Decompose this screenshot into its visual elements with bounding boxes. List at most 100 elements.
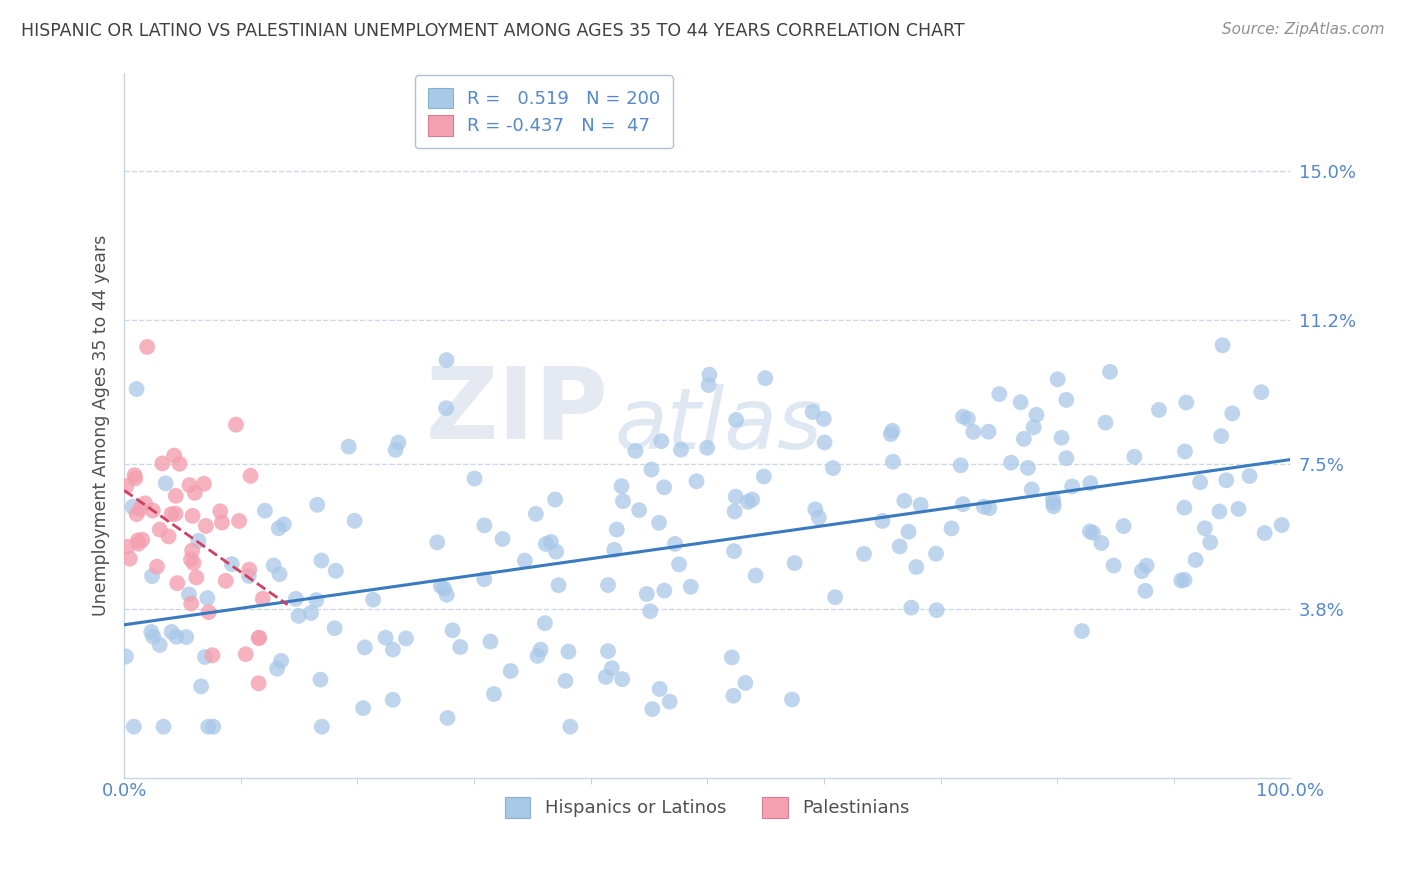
Point [187, 533, 209, 548]
Point [669, 442, 692, 457]
Point [1254, 526, 1277, 541]
Point [1220, 406, 1243, 420]
Point [499, 664, 522, 678]
Point [596, 578, 619, 592]
Point [652, 480, 675, 494]
Point [238, 563, 260, 577]
Point [1194, 521, 1216, 535]
Point [752, 469, 775, 483]
Point [941, 521, 963, 535]
Point [699, 368, 721, 382]
Point [267, 521, 290, 535]
Point [169, 457, 191, 471]
Point [889, 540, 911, 554]
Point [201, 648, 224, 663]
Point [988, 387, 1011, 401]
Point [381, 693, 404, 707]
Point [1174, 444, 1197, 458]
Point [1021, 483, 1043, 497]
Point [177, 587, 200, 601]
Point [1173, 500, 1195, 515]
Point [125, 382, 148, 396]
Point [1123, 450, 1146, 464]
Point [184, 485, 207, 500]
Point [783, 556, 806, 570]
Point [142, 630, 165, 644]
Point [1175, 395, 1198, 409]
Point [668, 558, 690, 572]
Point [595, 670, 617, 684]
Point [534, 537, 557, 551]
Point [221, 557, 243, 571]
Point [247, 676, 270, 690]
Point [430, 579, 453, 593]
Point [307, 498, 329, 512]
Point [540, 535, 562, 549]
Point [353, 640, 375, 655]
Point [253, 504, 276, 518]
Point [152, 720, 174, 734]
Point [266, 662, 288, 676]
Point [374, 631, 396, 645]
Point [813, 435, 835, 450]
Point [952, 409, 974, 424]
Point [910, 498, 932, 512]
Point [801, 405, 824, 419]
Point [263, 558, 285, 573]
Point [1227, 502, 1250, 516]
Point [807, 510, 830, 524]
Point [897, 524, 920, 539]
Point [813, 412, 835, 426]
Point [641, 702, 664, 716]
Point [821, 461, 844, 475]
Point [1271, 518, 1294, 533]
Point [157, 529, 180, 543]
Point [513, 554, 536, 568]
Point [186, 570, 208, 584]
Point [804, 502, 827, 516]
Point [952, 497, 974, 511]
Point [544, 492, 567, 507]
Point [387, 435, 409, 450]
Point [612, 672, 634, 686]
Point [1170, 574, 1192, 588]
Text: ZIP: ZIP [425, 363, 609, 459]
Point [1208, 504, 1230, 518]
Point [1078, 524, 1101, 539]
Point [1189, 475, 1212, 490]
Point [115, 479, 138, 493]
Point [149, 638, 172, 652]
Text: atlas: atlas [614, 384, 823, 467]
Point [1184, 553, 1206, 567]
Point [606, 523, 628, 537]
Point [979, 501, 1001, 516]
Point [1070, 624, 1092, 638]
Point [142, 503, 165, 517]
Point [197, 720, 219, 734]
Point [299, 606, 322, 620]
Point [1173, 573, 1195, 587]
Point [323, 621, 346, 635]
Point [658, 695, 681, 709]
Point [149, 523, 172, 537]
Point [183, 556, 205, 570]
Point [202, 720, 225, 734]
Point [238, 569, 260, 583]
Point [124, 468, 146, 483]
Point [977, 425, 1000, 439]
Point [491, 532, 513, 546]
Point [190, 679, 212, 693]
Point [180, 597, 202, 611]
Point [1239, 469, 1261, 483]
Point [197, 605, 219, 619]
Point [215, 574, 238, 588]
Text: HISPANIC OR LATINO VS PALESTINIAN UNEMPLOYMENT AMONG AGES 35 TO 44 YEARS CORRELA: HISPANIC OR LATINO VS PALESTINIAN UNEMPL… [21, 22, 965, 40]
Point [596, 644, 619, 658]
Point [1211, 429, 1233, 443]
Point [239, 468, 262, 483]
Point [1130, 564, 1153, 578]
Point [534, 616, 557, 631]
Point [1046, 372, 1069, 386]
Point [648, 681, 671, 696]
Point [179, 478, 201, 492]
